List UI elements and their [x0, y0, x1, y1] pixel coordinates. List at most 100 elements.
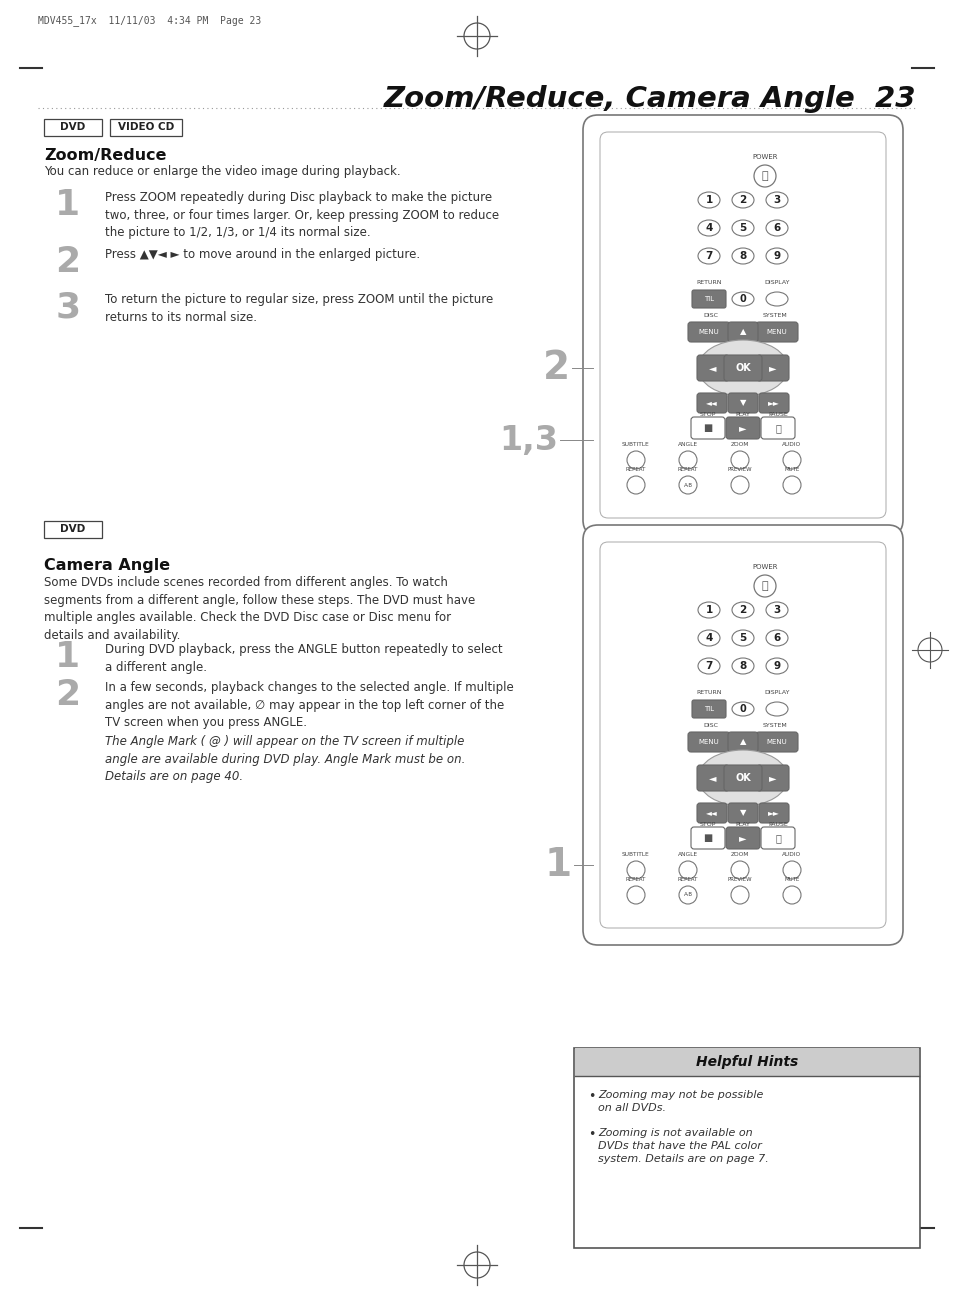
Circle shape: [679, 451, 697, 469]
Text: 1,3: 1,3: [498, 423, 558, 456]
Text: TIL: TIL: [703, 705, 713, 712]
Text: Zooming is not available on
DVDs that have the PAL color
system. Details are on : Zooming is not available on DVDs that ha…: [598, 1128, 768, 1164]
Circle shape: [782, 451, 801, 469]
FancyBboxPatch shape: [727, 322, 758, 342]
Text: 7: 7: [704, 251, 712, 261]
Text: 1: 1: [544, 846, 572, 885]
Ellipse shape: [698, 630, 720, 646]
FancyBboxPatch shape: [697, 803, 726, 824]
Text: A-B: A-B: [682, 482, 692, 487]
Circle shape: [753, 165, 775, 187]
Text: ⏸: ⏸: [774, 833, 781, 843]
Text: 8: 8: [739, 661, 746, 672]
Circle shape: [782, 886, 801, 904]
Ellipse shape: [765, 248, 787, 264]
FancyBboxPatch shape: [690, 417, 724, 439]
Circle shape: [782, 475, 801, 494]
FancyBboxPatch shape: [575, 1048, 918, 1076]
Ellipse shape: [731, 601, 753, 618]
FancyBboxPatch shape: [691, 700, 725, 718]
Text: RETURN: RETURN: [696, 690, 721, 695]
Ellipse shape: [698, 750, 787, 805]
Text: SUBTITLE: SUBTITLE: [621, 852, 649, 857]
Text: RETURN: RETURN: [696, 281, 721, 284]
Text: 2: 2: [739, 605, 746, 614]
Text: 1: 1: [704, 195, 712, 205]
Text: ◄: ◄: [708, 362, 716, 373]
Text: PLAY: PLAY: [735, 822, 750, 827]
Ellipse shape: [698, 659, 720, 674]
Circle shape: [626, 451, 644, 469]
Text: MENU: MENU: [698, 739, 719, 746]
Text: SYSTEM: SYSTEM: [761, 724, 786, 727]
Text: ◄◄: ◄◄: [705, 399, 717, 408]
Text: •: •: [587, 1128, 595, 1141]
FancyBboxPatch shape: [582, 116, 902, 535]
Text: 0: 0: [739, 704, 745, 714]
Text: TIL: TIL: [703, 296, 713, 301]
Text: SUBTITLE: SUBTITLE: [621, 442, 649, 447]
Text: DISPLAY: DISPLAY: [763, 690, 789, 695]
Text: ►: ►: [768, 773, 776, 783]
Circle shape: [730, 861, 748, 879]
Text: PLAY: PLAY: [735, 412, 750, 417]
Text: 3: 3: [773, 605, 780, 614]
Circle shape: [679, 886, 697, 904]
Text: 4: 4: [704, 633, 712, 643]
Text: REPEAT: REPEAT: [677, 877, 698, 882]
Text: 6: 6: [773, 223, 780, 233]
Text: ◄: ◄: [708, 773, 716, 783]
FancyBboxPatch shape: [44, 120, 102, 136]
Text: To return the picture to regular size, press ZOOM until the picture
returns to i: To return the picture to regular size, p…: [105, 294, 493, 323]
FancyBboxPatch shape: [760, 827, 794, 850]
Text: 7: 7: [704, 661, 712, 672]
Text: 0: 0: [739, 294, 745, 304]
FancyBboxPatch shape: [759, 394, 788, 413]
FancyBboxPatch shape: [691, 290, 725, 308]
Text: PAUSE: PAUSE: [767, 822, 787, 827]
Text: Press ZOOM repeatedly during Disc playback to make the picture
two, three, or fo: Press ZOOM repeatedly during Disc playba…: [105, 191, 498, 239]
Ellipse shape: [698, 340, 787, 396]
Text: 3: 3: [773, 195, 780, 205]
Text: 5: 5: [739, 633, 746, 643]
FancyBboxPatch shape: [727, 803, 758, 824]
Text: REPEAT: REPEAT: [625, 877, 645, 882]
Text: PREVIEW: PREVIEW: [727, 468, 752, 472]
Text: ►►: ►►: [767, 808, 779, 817]
Text: 2: 2: [542, 349, 569, 387]
FancyBboxPatch shape: [687, 322, 729, 342]
Circle shape: [679, 475, 697, 494]
Text: 1: 1: [704, 605, 712, 614]
Circle shape: [730, 886, 748, 904]
Text: 9: 9: [773, 251, 780, 261]
Ellipse shape: [731, 248, 753, 264]
Text: MUTE: MUTE: [783, 877, 799, 882]
Text: Camera Angle: Camera Angle: [44, 559, 170, 573]
FancyBboxPatch shape: [687, 733, 729, 752]
Ellipse shape: [698, 248, 720, 264]
Ellipse shape: [765, 659, 787, 674]
Text: ◄◄: ◄◄: [705, 808, 717, 817]
Ellipse shape: [765, 601, 787, 618]
Text: AUDIO: AUDIO: [781, 852, 801, 857]
Circle shape: [626, 861, 644, 879]
Text: In a few seconds, playback changes to the selected angle. If multiple
angles are: In a few seconds, playback changes to th…: [105, 681, 514, 729]
Text: REPEAT: REPEAT: [625, 468, 645, 472]
Text: POWER: POWER: [752, 564, 777, 570]
Text: ■: ■: [702, 423, 712, 433]
Ellipse shape: [731, 659, 753, 674]
FancyBboxPatch shape: [723, 355, 761, 381]
Text: MENU: MENU: [766, 329, 786, 335]
Text: Helpful Hints: Helpful Hints: [695, 1055, 798, 1069]
Text: 6: 6: [773, 633, 780, 643]
Text: ANGLE: ANGLE: [678, 852, 698, 857]
Text: ▼: ▼: [739, 399, 745, 408]
Circle shape: [626, 886, 644, 904]
FancyBboxPatch shape: [574, 1048, 919, 1248]
Ellipse shape: [765, 220, 787, 236]
Ellipse shape: [698, 220, 720, 236]
FancyBboxPatch shape: [757, 355, 788, 381]
Text: 2: 2: [739, 195, 746, 205]
Text: ▲: ▲: [739, 738, 745, 747]
Text: ►: ►: [768, 362, 776, 373]
